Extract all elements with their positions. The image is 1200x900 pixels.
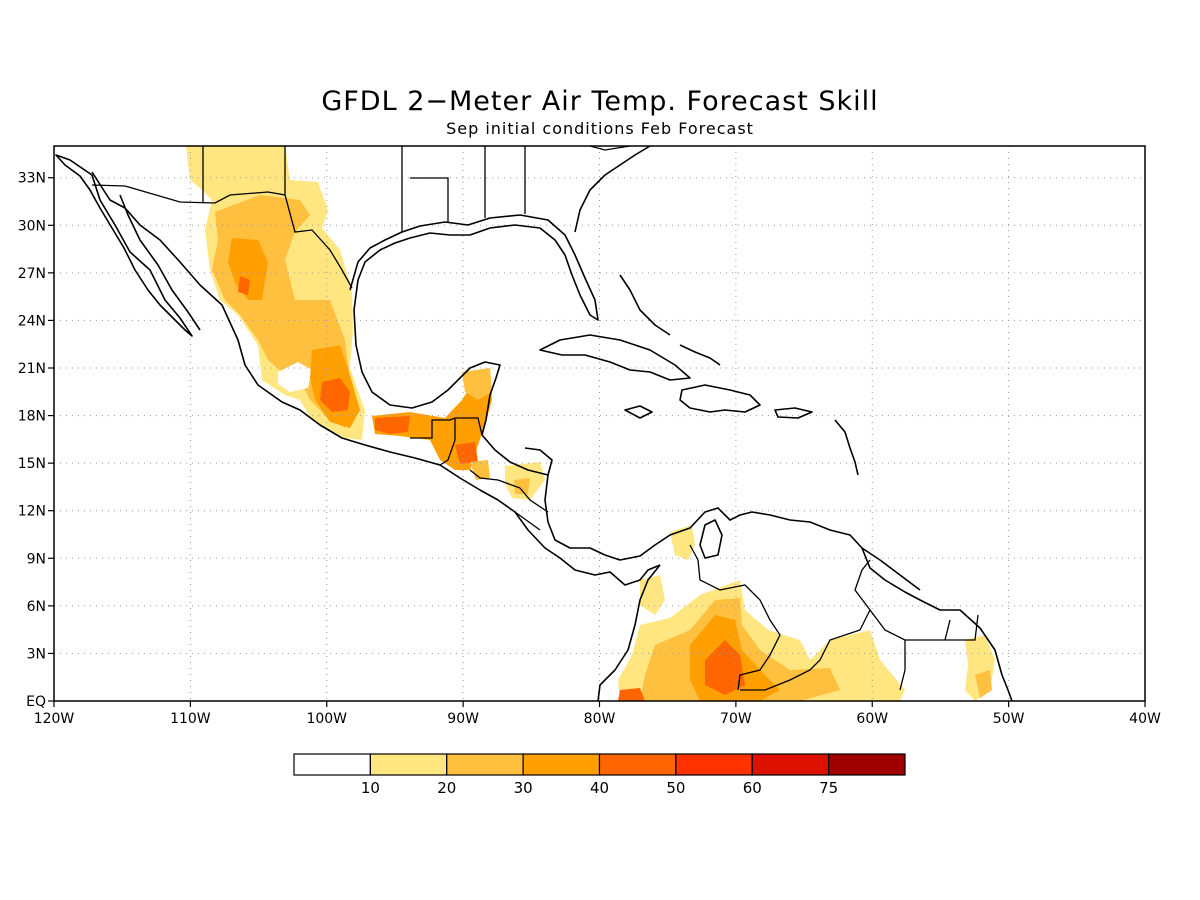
skill-area-40 — [320, 378, 350, 412]
chart-title: GFDL 2−Meter Air Temp. Forecast Skill — [321, 86, 879, 117]
lon-tick-label: 70W — [720, 711, 752, 727]
chart-subtitle: Sep initial conditions Feb Forecast — [446, 119, 754, 138]
colorbar-swatch — [751, 753, 830, 776]
lon-tick-label: 60W — [856, 711, 888, 727]
colorbar-level-label: 30 — [514, 779, 533, 797]
colorbar-level-label: 60 — [743, 779, 762, 797]
graticule — [54, 146, 1145, 701]
lat-tick-label: 33N — [18, 171, 46, 187]
lon-tick-label: 100W — [306, 711, 347, 727]
lon-tick-label: 120W — [34, 711, 75, 727]
lat-tick-label: 30N — [18, 218, 46, 234]
lon-tick-label: 80W — [584, 711, 616, 727]
skill-area-30 — [228, 238, 268, 300]
colorbar: 10 20 30 40 50 60 75 — [293, 753, 906, 797]
skill-area-40 — [618, 688, 645, 701]
skill-area-20 — [278, 362, 312, 392]
lat-tick-label: 21N — [18, 361, 46, 377]
lat-tick-label: 15N — [18, 456, 46, 472]
colorbar-swatch — [369, 753, 448, 776]
lat-tick-label: 18N — [18, 409, 46, 425]
skill-area-40 — [455, 442, 478, 464]
skill-area-10 — [640, 575, 665, 615]
skill-area-20 — [975, 670, 992, 698]
colorbar-swatch — [293, 753, 371, 776]
colorbar-swatch — [598, 753, 677, 776]
lat-tick-label: EQ — [26, 694, 46, 710]
lat-tick-label: 12N — [18, 504, 46, 520]
colorbar-level-label: 20 — [437, 779, 456, 797]
colorbar-swatch — [828, 753, 906, 776]
skill-shading — [186, 146, 995, 701]
colorbar-swatch — [675, 753, 753, 776]
lon-tick-label: 40W — [1129, 711, 1161, 727]
colorbar-level-label: 75 — [819, 779, 838, 797]
lon-tick-label: 110W — [170, 711, 211, 727]
skill-area-20 — [462, 368, 492, 400]
lat-tick-label: 24N — [18, 313, 46, 329]
colorbar-level-label: 50 — [666, 779, 685, 797]
colorbar-swatch — [446, 753, 524, 776]
skill-area-40 — [375, 416, 410, 434]
colorbar-swatch — [522, 753, 601, 776]
lat-tick-label: 9N — [27, 551, 46, 567]
lat-tick-label: 3N — [27, 646, 46, 662]
lat-tick-label: 6N — [27, 599, 46, 615]
colorbar-level-label: 10 — [361, 779, 380, 797]
lon-tick-label: 90W — [447, 711, 479, 727]
political-borders — [91, 146, 979, 691]
skill-area-20 — [514, 478, 530, 494]
skill-area-20 — [470, 460, 490, 480]
map-axes: 120W 110W 100W 90W 80W 70W 60W 50W 40W EQ 3N 6N 9N 12… — [18, 171, 1161, 727]
colorbar-level-label: 40 — [590, 779, 609, 797]
skill-area-40 — [238, 276, 250, 295]
coastlines — [55, 146, 1013, 701]
skill-area-10 — [670, 525, 695, 560]
lat-tick-label: 27N — [18, 266, 46, 282]
lon-tick-label: 50W — [993, 711, 1025, 727]
